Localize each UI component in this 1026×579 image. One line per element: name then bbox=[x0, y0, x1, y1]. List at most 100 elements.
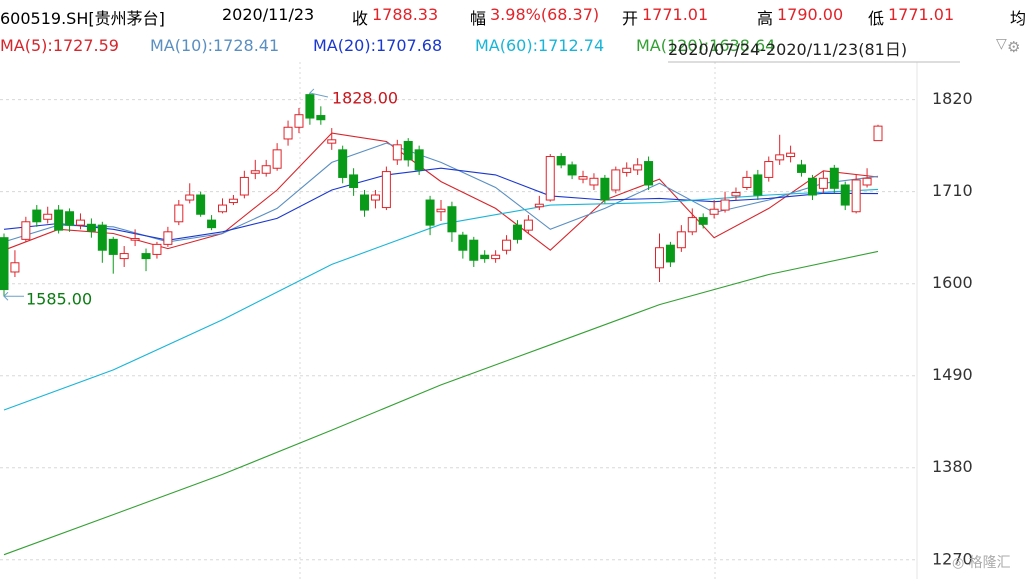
legend-name: MA(20) bbox=[313, 36, 371, 55]
candle-body bbox=[447, 206, 457, 233]
ma-line bbox=[3, 250, 879, 556]
candle-body bbox=[86, 223, 96, 232]
candle-body bbox=[349, 174, 359, 188]
candle-body bbox=[196, 194, 206, 215]
candle-body bbox=[578, 176, 588, 180]
y-tick-label: 1490 bbox=[932, 365, 973, 384]
candle-body bbox=[32, 209, 42, 223]
separator: : bbox=[207, 36, 213, 55]
candle-body bbox=[130, 238, 140, 241]
date-range[interactable]: 2020/07/24-2020/11/23(81日) bbox=[668, 40, 908, 59]
candle-body bbox=[502, 239, 512, 251]
legend-name: MA(60) bbox=[475, 36, 533, 55]
candle-body bbox=[873, 125, 883, 142]
candle-body bbox=[228, 198, 238, 204]
candle-body bbox=[545, 156, 555, 201]
candle-body bbox=[185, 194, 195, 201]
legend-name: MA(120) bbox=[636, 36, 704, 55]
candle-body bbox=[141, 253, 151, 260]
candle-body bbox=[665, 244, 675, 263]
candle-body bbox=[327, 139, 337, 144]
candle-body bbox=[272, 149, 282, 169]
label: 低 bbox=[868, 9, 885, 28]
ma-line bbox=[3, 142, 879, 243]
separator: : bbox=[532, 36, 538, 55]
candle-body bbox=[436, 208, 446, 213]
min-annotation: 1585.00 bbox=[26, 290, 92, 309]
candle-body bbox=[370, 194, 380, 201]
candle-body bbox=[338, 149, 348, 178]
candle-body bbox=[611, 169, 621, 191]
watermark: ◎ 格隆汇 bbox=[952, 555, 1011, 571]
candle-body bbox=[797, 164, 807, 173]
candle-body bbox=[65, 211, 75, 226]
candle-body bbox=[644, 161, 654, 186]
candle-body bbox=[316, 115, 326, 121]
candle-body bbox=[731, 192, 741, 197]
legend-value: 1727.59 bbox=[52, 36, 119, 55]
candle-body bbox=[742, 176, 752, 188]
candle-body bbox=[108, 238, 118, 255]
max-annotation: 1828.00 bbox=[332, 88, 398, 107]
separator: : bbox=[370, 36, 376, 55]
candle-body bbox=[523, 219, 533, 231]
value: 3.98%(68.37) bbox=[490, 5, 600, 24]
candle-body bbox=[589, 177, 599, 186]
candle-body bbox=[163, 231, 173, 245]
candle-body bbox=[512, 224, 522, 240]
candle-body bbox=[119, 253, 129, 260]
candle-body bbox=[392, 144, 402, 161]
value: 1790.00 bbox=[777, 5, 844, 24]
legend-entry: MA(120):1638.64 bbox=[636, 36, 775, 55]
candle-body bbox=[43, 213, 53, 220]
candle-body bbox=[21, 221, 31, 240]
candle-body bbox=[622, 167, 632, 173]
candle-body bbox=[239, 176, 249, 196]
ma-line bbox=[3, 188, 879, 411]
y-tick-label: 1710 bbox=[932, 181, 973, 200]
candle-body bbox=[403, 140, 413, 161]
candle-body bbox=[709, 208, 719, 215]
candle-body bbox=[207, 219, 217, 229]
candle-body bbox=[75, 219, 85, 226]
candle-body bbox=[261, 165, 271, 174]
separator: : bbox=[703, 36, 710, 55]
candle-body bbox=[97, 224, 107, 251]
value: 1771.01 bbox=[642, 5, 709, 24]
candle-body bbox=[305, 94, 315, 119]
y-tick-label: 1380 bbox=[932, 457, 973, 476]
legend-name: MA(10) bbox=[150, 36, 208, 55]
value: 1788.33 bbox=[372, 5, 439, 24]
y-tick-label: 1270 bbox=[932, 549, 973, 568]
label: 收 bbox=[352, 9, 369, 28]
settings[interactable]: ⚙ bbox=[1007, 38, 1021, 56]
candle-body bbox=[381, 171, 391, 209]
legend-value: 1712.74 bbox=[537, 36, 605, 55]
candle-body bbox=[250, 170, 260, 174]
dropdown[interactable]: ▽ bbox=[996, 36, 1007, 52]
candle-body bbox=[676, 231, 686, 249]
candle-body bbox=[10, 262, 20, 273]
candle-body bbox=[360, 194, 370, 211]
candle-body bbox=[851, 179, 861, 213]
candle-body bbox=[753, 174, 763, 196]
label: 高 bbox=[757, 9, 774, 28]
watermark-text: 格隆汇 bbox=[968, 555, 1011, 571]
candle-body bbox=[414, 149, 424, 171]
candle-body bbox=[567, 164, 577, 176]
candle-body bbox=[698, 217, 708, 225]
date: 2020/11/23 bbox=[222, 5, 315, 24]
candle-body bbox=[600, 177, 610, 201]
label: 均 bbox=[1010, 9, 1026, 28]
legend-value: 1728.41 bbox=[212, 36, 280, 55]
candle-body bbox=[633, 164, 643, 171]
y-tick-label: 1820 bbox=[932, 89, 973, 108]
candle-body bbox=[491, 254, 501, 260]
candle-body bbox=[294, 114, 304, 128]
candle-body bbox=[775, 154, 785, 161]
candle-body bbox=[862, 177, 872, 186]
candle-body bbox=[840, 184, 850, 206]
label: 幅 bbox=[470, 9, 487, 28]
